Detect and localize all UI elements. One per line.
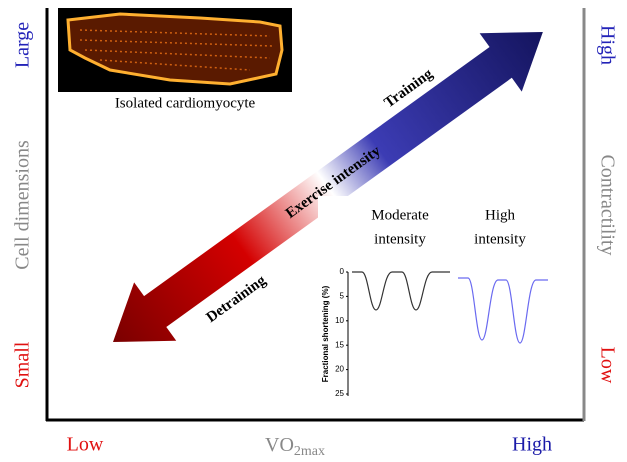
right-top-label: High	[596, 25, 618, 65]
inset-tick-label: 20	[335, 365, 344, 374]
right-axis-label: Contractility	[596, 154, 618, 255]
bottom-axis-label: VO2max	[265, 434, 325, 460]
bottom-right-label: High	[512, 434, 552, 456]
high-trace	[458, 277, 548, 344]
right-bottom-label: Low	[596, 347, 618, 384]
vo-subscript: 2max	[294, 444, 325, 459]
inset-y-label: Fractional shortening (%)	[321, 285, 330, 382]
double-arrow	[113, 31, 543, 342]
inset-tick-label: 15	[335, 340, 344, 349]
left-bottom-label: Small	[12, 341, 34, 388]
left-top-label: Large	[12, 22, 34, 68]
high-label-line1: High	[485, 207, 516, 223]
inset-tick-label: 10	[335, 316, 344, 325]
left-axis-label: Cell dimensions	[12, 140, 34, 270]
cell-striations	[79, 29, 273, 71]
moderate-trace	[352, 271, 450, 311]
moderate-label-line2: intensity	[374, 231, 426, 247]
vo-label: VO	[265, 434, 294, 456]
bottom-left-label: Low	[67, 434, 104, 456]
inset-ticks: 0 5 10 15 20 25	[335, 267, 348, 398]
inset-tick-label: 25	[335, 389, 344, 398]
inset-background	[318, 196, 558, 406]
moderate-label-line1: Moderate	[371, 207, 429, 223]
inset-tick-label: 0	[340, 267, 345, 276]
high-label-line2: intensity	[474, 231, 526, 247]
cell-caption: Isolated cardiomyocyte	[115, 95, 256, 111]
inset-tick-label: 5	[340, 292, 345, 301]
